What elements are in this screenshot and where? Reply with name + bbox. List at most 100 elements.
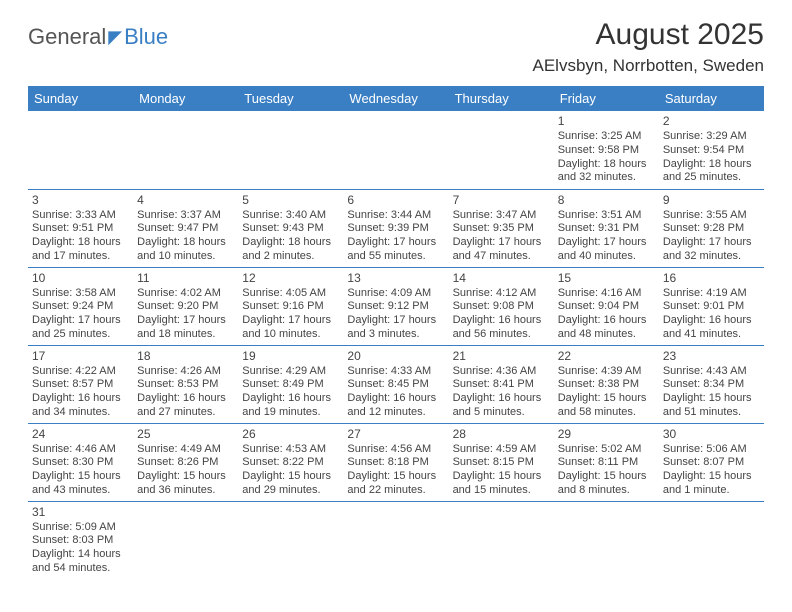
day-number: 25 bbox=[137, 427, 234, 442]
cell-line-sunrise: Sunrise: 4:43 AM bbox=[663, 365, 760, 379]
cell-line-sunrise: Sunrise: 4:09 AM bbox=[347, 287, 444, 301]
cell-line-dl2: and 32 minutes. bbox=[558, 171, 655, 185]
cell-line-dl1: Daylight: 18 hours bbox=[32, 236, 129, 250]
calendar-day-cell: 26Sunrise: 4:53 AMSunset: 8:22 PMDayligh… bbox=[238, 423, 343, 501]
calendar-day-cell: 2Sunrise: 3:29 AMSunset: 9:54 PMDaylight… bbox=[659, 111, 764, 189]
day-number: 24 bbox=[32, 427, 129, 442]
cell-line-sunrise: Sunrise: 4:39 AM bbox=[558, 365, 655, 379]
month-title: August 2025 bbox=[532, 18, 764, 52]
cell-line-dl1: Daylight: 17 hours bbox=[32, 314, 129, 328]
cell-line-sunrise: Sunrise: 3:25 AM bbox=[558, 130, 655, 144]
calendar-day-cell: 11Sunrise: 4:02 AMSunset: 9:20 PMDayligh… bbox=[133, 267, 238, 345]
calendar-day-cell: 4Sunrise: 3:37 AMSunset: 9:47 PMDaylight… bbox=[133, 189, 238, 267]
cell-line-sunset: Sunset: 9:39 PM bbox=[347, 222, 444, 236]
title-block: August 2025 AElvsbyn, Norrbotten, Sweden bbox=[532, 18, 764, 76]
calendar-week-row: 10Sunrise: 3:58 AMSunset: 9:24 PMDayligh… bbox=[28, 267, 764, 345]
cell-line-sunrise: Sunrise: 4:02 AM bbox=[137, 287, 234, 301]
weekday-header: Monday bbox=[133, 86, 238, 111]
cell-line-sunset: Sunset: 9:08 PM bbox=[453, 300, 550, 314]
day-number: 15 bbox=[558, 271, 655, 286]
calendar-day-cell: 31Sunrise: 5:09 AMSunset: 8:03 PMDayligh… bbox=[28, 501, 133, 579]
cell-line-dl1: Daylight: 15 hours bbox=[242, 470, 339, 484]
cell-line-dl1: Daylight: 17 hours bbox=[453, 236, 550, 250]
cell-line-sunrise: Sunrise: 3:55 AM bbox=[663, 209, 760, 223]
weekday-header: Tuesday bbox=[238, 86, 343, 111]
calendar-day-cell: 1Sunrise: 3:25 AMSunset: 9:58 PMDaylight… bbox=[554, 111, 659, 189]
cell-line-dl1: Daylight: 17 hours bbox=[242, 314, 339, 328]
cell-line-dl1: Daylight: 16 hours bbox=[347, 392, 444, 406]
calendar-day-cell: 30Sunrise: 5:06 AMSunset: 8:07 PMDayligh… bbox=[659, 423, 764, 501]
cell-line-dl2: and 10 minutes. bbox=[242, 328, 339, 342]
location-label: AElvsbyn, Norrbotten, Sweden bbox=[532, 56, 764, 76]
day-number: 27 bbox=[347, 427, 444, 442]
calendar-header-row: Sunday Monday Tuesday Wednesday Thursday… bbox=[28, 86, 764, 111]
calendar-day-cell: 27Sunrise: 4:56 AMSunset: 8:18 PMDayligh… bbox=[343, 423, 448, 501]
cell-line-dl1: Daylight: 16 hours bbox=[453, 314, 550, 328]
cell-line-sunrise: Sunrise: 4:29 AM bbox=[242, 365, 339, 379]
cell-line-sunrise: Sunrise: 3:33 AM bbox=[32, 209, 129, 223]
cell-line-sunset: Sunset: 9:31 PM bbox=[558, 222, 655, 236]
cell-line-sunset: Sunset: 8:49 PM bbox=[242, 378, 339, 392]
calendar-day-cell bbox=[659, 501, 764, 579]
calendar-day-cell bbox=[133, 501, 238, 579]
weekday-header: Sunday bbox=[28, 86, 133, 111]
calendar-day-cell: 29Sunrise: 5:02 AMSunset: 8:11 PMDayligh… bbox=[554, 423, 659, 501]
cell-line-dl1: Daylight: 16 hours bbox=[137, 392, 234, 406]
day-number: 31 bbox=[32, 505, 129, 520]
cell-line-sunset: Sunset: 9:54 PM bbox=[663, 144, 760, 158]
cell-line-dl1: Daylight: 15 hours bbox=[453, 470, 550, 484]
logo-text-general: General bbox=[28, 24, 106, 50]
cell-line-sunset: Sunset: 9:58 PM bbox=[558, 144, 655, 158]
cell-line-dl1: Daylight: 16 hours bbox=[558, 314, 655, 328]
calendar-day-cell bbox=[343, 501, 448, 579]
cell-line-sunset: Sunset: 8:41 PM bbox=[453, 378, 550, 392]
calendar-day-cell: 15Sunrise: 4:16 AMSunset: 9:04 PMDayligh… bbox=[554, 267, 659, 345]
calendar-day-cell: 14Sunrise: 4:12 AMSunset: 9:08 PMDayligh… bbox=[449, 267, 554, 345]
weekday-header: Friday bbox=[554, 86, 659, 111]
cell-line-dl1: Daylight: 15 hours bbox=[558, 392, 655, 406]
cell-line-sunrise: Sunrise: 4:16 AM bbox=[558, 287, 655, 301]
cell-line-sunset: Sunset: 9:43 PM bbox=[242, 222, 339, 236]
calendar-day-cell: 19Sunrise: 4:29 AMSunset: 8:49 PMDayligh… bbox=[238, 345, 343, 423]
calendar-day-cell bbox=[238, 111, 343, 189]
cell-line-dl2: and 3 minutes. bbox=[347, 328, 444, 342]
cell-line-dl2: and 40 minutes. bbox=[558, 250, 655, 264]
cell-line-dl1: Daylight: 15 hours bbox=[137, 470, 234, 484]
cell-line-dl2: and 19 minutes. bbox=[242, 406, 339, 420]
cell-line-dl1: Daylight: 16 hours bbox=[453, 392, 550, 406]
cell-line-sunrise: Sunrise: 4:49 AM bbox=[137, 443, 234, 457]
cell-line-sunset: Sunset: 9:20 PM bbox=[137, 300, 234, 314]
day-number: 9 bbox=[663, 193, 760, 208]
cell-line-sunrise: Sunrise: 4:26 AM bbox=[137, 365, 234, 379]
day-number: 14 bbox=[453, 271, 550, 286]
calendar-day-cell bbox=[449, 501, 554, 579]
cell-line-dl1: Daylight: 16 hours bbox=[32, 392, 129, 406]
cell-line-sunrise: Sunrise: 3:44 AM bbox=[347, 209, 444, 223]
cell-line-sunrise: Sunrise: 3:51 AM bbox=[558, 209, 655, 223]
cell-line-sunset: Sunset: 9:01 PM bbox=[663, 300, 760, 314]
calendar-day-cell: 17Sunrise: 4:22 AMSunset: 8:57 PMDayligh… bbox=[28, 345, 133, 423]
cell-line-sunset: Sunset: 8:18 PM bbox=[347, 456, 444, 470]
cell-line-sunset: Sunset: 9:47 PM bbox=[137, 222, 234, 236]
calendar-day-cell bbox=[449, 111, 554, 189]
cell-line-sunset: Sunset: 8:38 PM bbox=[558, 378, 655, 392]
day-number: 7 bbox=[453, 193, 550, 208]
calendar-day-cell: 7Sunrise: 3:47 AMSunset: 9:35 PMDaylight… bbox=[449, 189, 554, 267]
cell-line-dl2: and 12 minutes. bbox=[347, 406, 444, 420]
calendar-day-cell: 18Sunrise: 4:26 AMSunset: 8:53 PMDayligh… bbox=[133, 345, 238, 423]
calendar-day-cell: 3Sunrise: 3:33 AMSunset: 9:51 PMDaylight… bbox=[28, 189, 133, 267]
cell-line-dl1: Daylight: 17 hours bbox=[137, 314, 234, 328]
cell-line-dl1: Daylight: 17 hours bbox=[558, 236, 655, 250]
calendar-day-cell: 23Sunrise: 4:43 AMSunset: 8:34 PMDayligh… bbox=[659, 345, 764, 423]
cell-line-dl1: Daylight: 15 hours bbox=[558, 470, 655, 484]
cell-line-sunset: Sunset: 8:30 PM bbox=[32, 456, 129, 470]
calendar-week-row: 31Sunrise: 5:09 AMSunset: 8:03 PMDayligh… bbox=[28, 501, 764, 579]
cell-line-dl1: Daylight: 18 hours bbox=[558, 158, 655, 172]
cell-line-sunrise: Sunrise: 4:56 AM bbox=[347, 443, 444, 457]
cell-line-dl1: Daylight: 17 hours bbox=[347, 314, 444, 328]
cell-line-sunrise: Sunrise: 3:47 AM bbox=[453, 209, 550, 223]
cell-line-dl1: Daylight: 16 hours bbox=[663, 314, 760, 328]
weekday-header: Saturday bbox=[659, 86, 764, 111]
cell-line-dl2: and 29 minutes. bbox=[242, 484, 339, 498]
day-number: 30 bbox=[663, 427, 760, 442]
